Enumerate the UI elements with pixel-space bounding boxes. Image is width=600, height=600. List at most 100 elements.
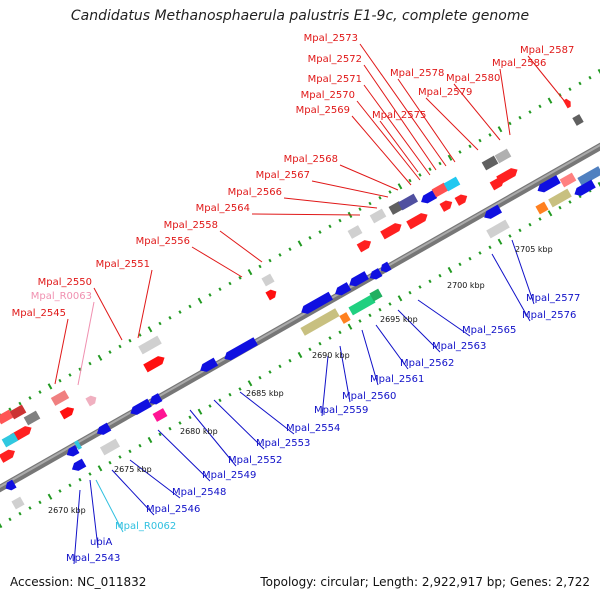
reverse-gene-label: Mpal_2548 bbox=[172, 487, 226, 498]
track-tick bbox=[468, 144, 472, 149]
track-tick bbox=[278, 364, 282, 369]
feature-block bbox=[9, 404, 27, 420]
track-tick bbox=[158, 321, 162, 326]
feature-block bbox=[11, 496, 25, 510]
forward-gene bbox=[454, 194, 468, 206]
track-tick bbox=[228, 281, 232, 286]
feature-block bbox=[494, 148, 512, 164]
reverse-gene bbox=[5, 479, 17, 491]
track-tick bbox=[188, 415, 192, 420]
track-tick bbox=[158, 432, 162, 437]
track-tick bbox=[558, 205, 562, 210]
track-tick bbox=[168, 426, 172, 431]
leader-line bbox=[356, 100, 421, 181]
leader-line bbox=[359, 43, 447, 167]
forward-gene-label: Mpal_2569 bbox=[296, 105, 350, 116]
feature-block bbox=[481, 155, 499, 171]
scale-label: 2685 kbp bbox=[246, 389, 284, 398]
track-tick bbox=[47, 383, 53, 390]
track-tick bbox=[518, 228, 522, 233]
track-tick bbox=[338, 218, 342, 223]
reverse-gene bbox=[71, 458, 87, 471]
track-tick bbox=[528, 222, 532, 227]
feature-block bbox=[559, 172, 577, 188]
feature-block bbox=[443, 176, 461, 192]
track-tick bbox=[538, 217, 542, 221]
feature-block bbox=[486, 219, 510, 239]
track-tick bbox=[458, 262, 462, 267]
reverse-gene-label: Mpal_2553 bbox=[256, 438, 310, 449]
track-tick bbox=[178, 310, 182, 314]
forward-gene bbox=[439, 200, 453, 212]
forward-gene bbox=[406, 213, 428, 230]
track-tick bbox=[297, 351, 303, 359]
feature-block bbox=[577, 166, 600, 186]
track-tick bbox=[358, 207, 362, 211]
reverse-gene bbox=[130, 398, 152, 415]
leader-line bbox=[379, 120, 419, 173]
forward-gene-label: Mpal_2567 bbox=[256, 170, 310, 181]
track-tick bbox=[58, 489, 62, 493]
track-tick bbox=[428, 167, 432, 171]
feature-block bbox=[535, 201, 549, 215]
reverse-gene-label: Mpal_2559 bbox=[314, 405, 368, 416]
forward-gene-label: Mpal_2578 bbox=[390, 68, 444, 79]
reverse-gene-label: Mpal_2562 bbox=[400, 358, 454, 369]
forward-gene-label: Mpal_2545 bbox=[12, 308, 66, 319]
track-tick bbox=[508, 121, 512, 126]
reverse-gene bbox=[224, 337, 258, 361]
forward-gene bbox=[489, 178, 505, 191]
track-tick bbox=[497, 238, 503, 245]
forward-gene-label: Mpal_R0063 bbox=[31, 291, 92, 302]
track-tick bbox=[168, 316, 172, 320]
feature-block bbox=[152, 408, 168, 422]
leader-line bbox=[375, 324, 409, 370]
track-tick bbox=[18, 511, 22, 516]
track-tick bbox=[378, 196, 382, 200]
track-tick bbox=[318, 230, 322, 234]
leader-line bbox=[89, 479, 99, 549]
feature-block bbox=[138, 335, 162, 355]
leader-line bbox=[363, 84, 431, 176]
reverse-gene-label: Mpal_2546 bbox=[146, 504, 200, 515]
feature-block bbox=[50, 390, 70, 406]
track-tick bbox=[318, 341, 322, 346]
forward-gene-label: Mpal_2566 bbox=[228, 187, 282, 198]
accession-text: Accession: NC_011832 bbox=[10, 575, 147, 589]
leader-line bbox=[251, 213, 361, 216]
reverse-gene-label: Mpal_2552 bbox=[228, 455, 282, 466]
scale-label: 2700 kbp bbox=[447, 281, 485, 290]
track-tick bbox=[247, 268, 253, 276]
track-tick bbox=[347, 323, 353, 330]
leader-line bbox=[363, 64, 437, 171]
leader-line bbox=[157, 429, 211, 482]
forward-gene-label: Mpal_2550 bbox=[38, 277, 92, 288]
track-tick bbox=[218, 287, 222, 291]
track-tick bbox=[138, 443, 142, 448]
track-tick bbox=[447, 266, 453, 274]
feature-block bbox=[431, 182, 449, 198]
leader-line bbox=[283, 197, 378, 209]
scale-label: 2690 kbp bbox=[312, 351, 350, 360]
leader-line bbox=[321, 355, 329, 417]
leader-line bbox=[351, 115, 412, 186]
feature-block bbox=[300, 308, 340, 336]
reverse-gene bbox=[335, 282, 352, 296]
reverse-gene bbox=[380, 261, 392, 273]
track-tick bbox=[497, 126, 503, 133]
track-tick bbox=[258, 375, 262, 380]
track-tick bbox=[597, 181, 600, 189]
forward-gene-label: Mpal_2575 bbox=[372, 110, 426, 121]
leader-line bbox=[137, 269, 153, 339]
track-tick bbox=[118, 455, 122, 459]
reverse-gene bbox=[369, 268, 383, 280]
track-tick bbox=[258, 264, 262, 269]
track-tick bbox=[188, 304, 192, 309]
track-tick bbox=[108, 350, 112, 354]
track-tick bbox=[38, 390, 42, 394]
reverse-gene bbox=[421, 190, 438, 204]
track-tick bbox=[208, 404, 212, 408]
feature-block bbox=[261, 273, 275, 287]
scale-label: 2680 kbp bbox=[180, 427, 218, 436]
